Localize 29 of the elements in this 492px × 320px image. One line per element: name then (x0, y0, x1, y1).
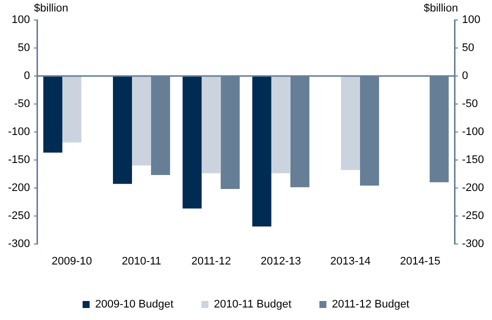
legend-label: 2010-11 Budget (214, 298, 292, 311)
y-tick-label: -200 (8, 182, 30, 194)
x-tick-label: 2013-14 (330, 255, 371, 268)
y2-tick-label: -150 (462, 154, 484, 166)
x-tick-label: 2014-15 (400, 255, 440, 268)
y-tick-label: -100 (8, 126, 30, 138)
x-tick-label: 2009-10 (52, 255, 92, 268)
y2-tick-label: -300 (462, 238, 484, 250)
y2-tick-label: -200 (462, 182, 484, 194)
x-tick-label: 2010-11 (122, 255, 162, 268)
y-tick-label: -300 (8, 238, 30, 250)
y-tick-label: -250 (8, 210, 30, 222)
y2-tick-label: 100 (462, 14, 480, 26)
y2-axis-title: $billion (424, 2, 458, 15)
y-axis-title: $billion (34, 2, 68, 15)
y-tick-label: -150 (8, 154, 30, 166)
y2-tick-label: -50 (462, 98, 478, 110)
legend-label: 2009-10 Budget (95, 298, 174, 311)
y2-tick-label: 50 (462, 42, 474, 54)
x-tick-label: 2012-13 (260, 255, 302, 268)
y-tick-label: -50 (14, 98, 30, 110)
y2-tick-label: -100 (462, 126, 484, 138)
y2-tick-label: -250 (462, 210, 484, 222)
y-tick-label: 50 (18, 42, 30, 54)
y2-tick-label: 0 (462, 70, 468, 82)
y-tick-label: 100 (12, 14, 30, 26)
legend-label: 2011-12 Budget (332, 298, 410, 311)
y-tick-label: 0 (24, 70, 30, 82)
x-tick-label: 2011-12 (191, 255, 231, 268)
